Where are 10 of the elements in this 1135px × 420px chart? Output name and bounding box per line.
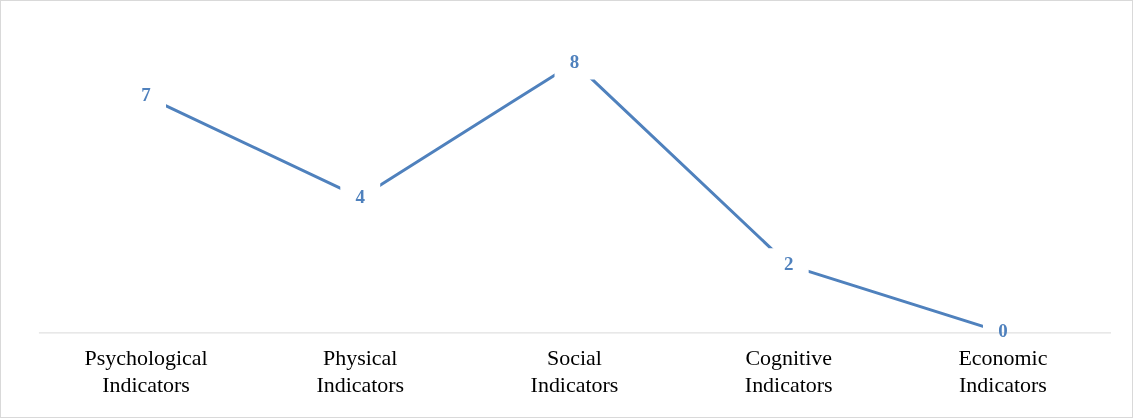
data-label: 8 xyxy=(569,50,580,72)
x-tick-label: Physical Indicators xyxy=(316,345,405,397)
data-label: 0 xyxy=(998,320,1008,342)
data-label: 7 xyxy=(141,84,151,106)
x-tick-label: Social Indicators xyxy=(530,345,619,397)
x-tick-label: Cognitive Indicators xyxy=(744,345,833,397)
data-label: 2 xyxy=(783,253,794,275)
x-tick-label: Psychological Indicators xyxy=(84,345,208,397)
x-tick-label: Economic Indicators xyxy=(958,345,1048,397)
data-label: 4 xyxy=(355,185,366,207)
